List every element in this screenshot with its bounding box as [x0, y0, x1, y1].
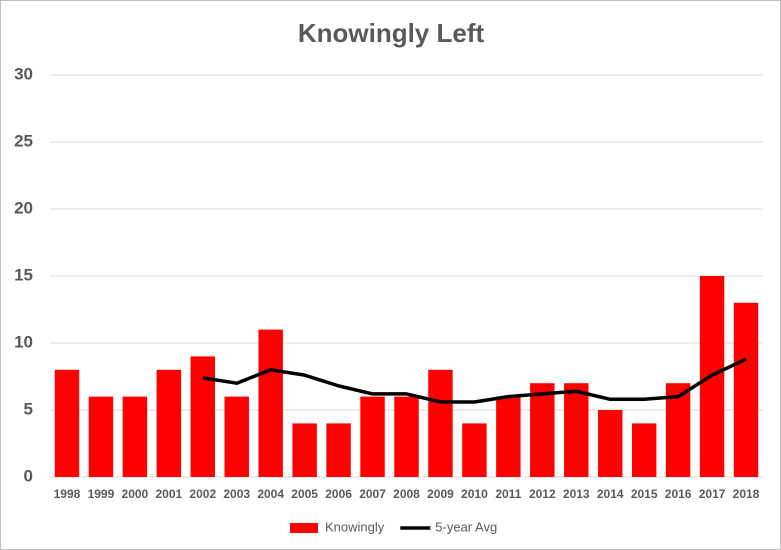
y-tick-label: 20 [14, 198, 33, 217]
bar [122, 396, 148, 477]
y-tick-label: 15 [14, 265, 33, 284]
bar [733, 302, 759, 477]
x-tick-label: 2011 [495, 487, 521, 501]
bar [54, 369, 80, 477]
legend-label: Knowingly [325, 519, 385, 534]
y-tick-label: 30 [14, 64, 33, 83]
bar [190, 356, 216, 477]
x-tick-label: 2005 [291, 487, 318, 501]
bar [428, 369, 453, 477]
x-tick-label: 2016 [665, 487, 692, 501]
x-tick-label: 2007 [359, 487, 386, 501]
x-tick-label: 2013 [563, 487, 590, 501]
bar [496, 396, 521, 477]
bar [462, 423, 487, 477]
bar [564, 383, 589, 477]
y-tick-label: 25 [14, 131, 33, 150]
chart-title: Knowingly Left [298, 18, 485, 48]
bar [258, 329, 283, 477]
x-tick-label: 2012 [529, 487, 556, 501]
x-tick-label: 2004 [257, 487, 284, 501]
bar [631, 423, 657, 477]
legend-swatch [290, 523, 318, 533]
x-tick-label: 2015 [631, 487, 658, 501]
y-tick-label: 10 [14, 332, 33, 351]
x-tick-label: 1998 [54, 487, 81, 501]
x-tick-label: 2001 [155, 487, 182, 501]
bar [224, 396, 249, 477]
x-tick-label: 2008 [393, 487, 420, 501]
y-tick-label: 0 [24, 466, 33, 485]
bar [156, 369, 182, 477]
line [202, 357, 747, 404]
bar [326, 423, 351, 477]
legend-label: 5-year Avg [435, 519, 497, 534]
bar [88, 396, 114, 477]
x-tick-label: 2010 [461, 487, 488, 501]
x-tick-label: 2014 [597, 487, 624, 501]
y-tick-label: 5 [24, 399, 33, 418]
x-tick-label: 2018 [733, 487, 760, 501]
bar [530, 383, 555, 477]
bar [360, 396, 385, 477]
bar [597, 410, 623, 477]
x-tick-label: 2002 [189, 487, 216, 501]
x-tick-label: 2000 [122, 487, 149, 501]
x-tick-label: 1999 [88, 487, 115, 501]
x-tick-label: 2017 [699, 487, 726, 501]
bar [394, 396, 419, 477]
x-tick-label: 2006 [325, 487, 352, 501]
x-tick-label: 2009 [427, 487, 454, 501]
x-tick-label: 2003 [223, 487, 250, 501]
bar [292, 423, 317, 477]
